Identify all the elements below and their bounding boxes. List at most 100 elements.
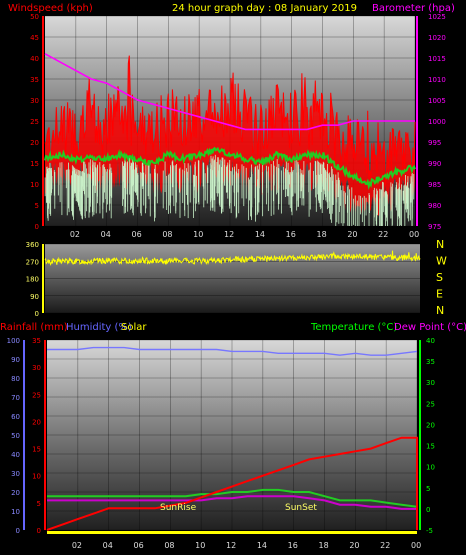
temp-tick-label: -5 (426, 527, 433, 535)
wind-tick-label: 15 (30, 160, 39, 168)
direction-tick-label: 0 (35, 310, 39, 318)
solar-title: Solar (121, 322, 147, 333)
baro-tick-label: 1000 (428, 118, 446, 126)
compass-label: W (436, 255, 447, 268)
windspeed-title: Windspeed (kph) (8, 3, 93, 14)
barometer-title: Barometer (hpa) (372, 3, 455, 14)
sunrise-label: SunRise (160, 503, 197, 513)
wind-tick-label: 35 (30, 76, 39, 84)
rain-tick-label: 5 (37, 500, 41, 508)
time-tick-label: 10 (195, 541, 205, 550)
humidity-tick-label: 0 (16, 527, 20, 535)
humidity-tick-label: 10 (11, 508, 20, 516)
wind-tick-label: 5 (35, 202, 39, 210)
baro-tick-label: 1005 (428, 97, 446, 105)
humidity-tick-label: 30 (11, 470, 20, 478)
baro-tick-label: 975 (428, 223, 441, 231)
rain-tick-label: 20 (32, 418, 41, 426)
temp-tick-label: 10 (426, 464, 435, 472)
time-tick-label: 12 (224, 230, 234, 239)
compass-label: S (436, 271, 443, 284)
time-tick-label: 14 (255, 230, 265, 239)
humidity-title: Humidity (%) (66, 322, 132, 333)
rain-tick-label: 0 (37, 527, 41, 535)
barometer-line (44, 53, 415, 131)
baro-tick-label: 980 (428, 202, 441, 210)
direction-tick-label: 90 (30, 293, 39, 301)
chart-title: 24 hour graph day : 08 January 2019 (172, 3, 357, 14)
time-tick-label: 20 (347, 230, 357, 239)
temp-tick-label: 5 (426, 485, 430, 493)
time-tick-label: 02 (72, 541, 82, 550)
time-tick-label: 00 (411, 541, 421, 550)
rain-tick-label: 30 (32, 364, 41, 372)
temp-tick-label: 0 (426, 506, 430, 514)
time-tick-label: 20 (349, 541, 359, 550)
time-tick-label: 22 (378, 230, 388, 239)
solar-baseline (47, 531, 417, 534)
rain-tick-label: 35 (32, 337, 41, 345)
compass-label: E (436, 288, 443, 301)
panel-rain-series (46, 346, 418, 531)
rainfall-line (46, 436, 418, 531)
humidity-tick-label: 100 (7, 337, 20, 345)
rain-tick-label: 10 (32, 473, 41, 481)
time-tick-label: 16 (288, 541, 298, 550)
temp-tick-label: 25 (426, 400, 435, 408)
compass-label: N (436, 238, 444, 251)
temp-tick-label: 40 (426, 337, 435, 345)
wind-tick-label: 40 (30, 55, 39, 63)
rainfall-title: Rainfall (mm) (0, 322, 68, 333)
humidity-tick-label: 20 (11, 489, 20, 497)
time-tick-label: 06 (134, 541, 144, 550)
humidity-tick-label: 80 (11, 375, 20, 383)
panel-wind-axes: 0510152025303540455097598098599099510001… (30, 13, 446, 239)
temp-tick-label: 15 (426, 443, 435, 451)
wind-tick-label: 50 (30, 13, 39, 21)
temp-tick-label: 30 (426, 379, 435, 387)
time-tick-label: 14 (257, 541, 267, 550)
wind-tick-label: 0 (35, 223, 39, 231)
wind-tick-label: 20 (30, 139, 39, 147)
panel-wind-series (44, 53, 416, 226)
humidity-tick-label: 60 (11, 413, 20, 421)
wind-tick-label: 25 (30, 118, 39, 126)
time-tick-label: 18 (317, 230, 327, 239)
wind-tick-label: 10 (30, 181, 39, 189)
baro-tick-label: 1020 (428, 34, 446, 42)
humidity-tick-label: 50 (11, 432, 20, 440)
time-tick-label: 10 (193, 230, 203, 239)
panel-rain-grid (47, 339, 418, 531)
temperature-title: Temperature (°C) (310, 322, 397, 333)
compass-label: N (436, 304, 444, 317)
baro-tick-label: 1010 (428, 76, 446, 84)
dewpoint-line (47, 495, 417, 510)
direction-tick-label: 270 (26, 258, 39, 266)
temperature-line (47, 488, 418, 508)
rain-tick-label: 25 (32, 391, 41, 399)
time-tick-label: 00 (409, 230, 419, 239)
time-tick-label: 04 (103, 541, 113, 550)
humidity-line (47, 346, 418, 356)
time-tick-label: 08 (162, 230, 172, 239)
sunset-label: SunSet (285, 503, 317, 513)
panel-direction-series (44, 250, 421, 266)
baro-tick-label: 1025 (428, 13, 446, 21)
direction-tick-label: 180 (26, 276, 39, 284)
time-tick-label: 16 (286, 230, 296, 239)
time-tick-label: 04 (101, 230, 111, 239)
baro-tick-label: 995 (428, 139, 441, 147)
baro-tick-label: 1015 (428, 55, 446, 63)
time-tick-label: 06 (132, 230, 142, 239)
humidity-tick-label: 90 (11, 356, 20, 364)
time-tick-label: 22 (380, 541, 390, 550)
wind-tick-label: 30 (30, 97, 39, 105)
baro-tick-label: 990 (428, 160, 441, 168)
humidity-tick-label: 40 (11, 451, 20, 459)
wind-tick-label: 45 (30, 34, 39, 42)
temp-tick-label: 20 (426, 421, 435, 429)
time-tick-label: 02 (70, 230, 80, 239)
